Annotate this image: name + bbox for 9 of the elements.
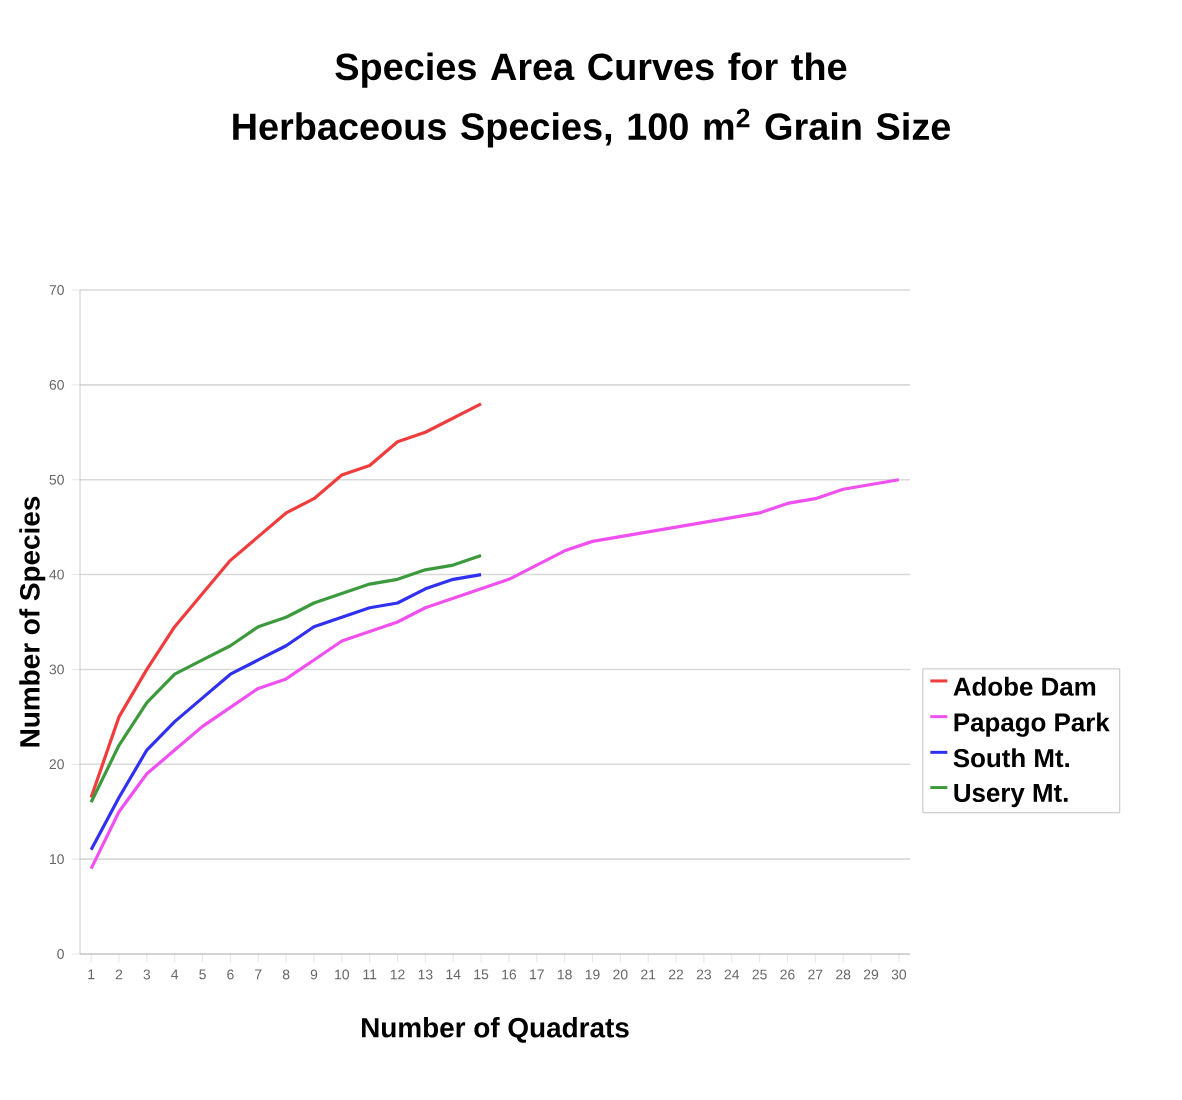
line-series — [89, 554, 483, 804]
y-axis-title: Number of Species — [19, 496, 46, 747]
legend-label: Papago Park — [954, 712, 1110, 737]
legend-label: Adobe Dam — [953, 676, 1096, 696]
legend-label: South Mt. — [953, 748, 1069, 768]
line-series — [89, 572, 483, 852]
x-axis-title: Number of Quadrats — [362, 1017, 629, 1043]
chart-title: Species Area Curves for the Herbaceous Species, 100 m$^{2}$ Grain Size — [233, 52, 951, 148]
legend-label: Usery Mt. — [954, 783, 1068, 808]
